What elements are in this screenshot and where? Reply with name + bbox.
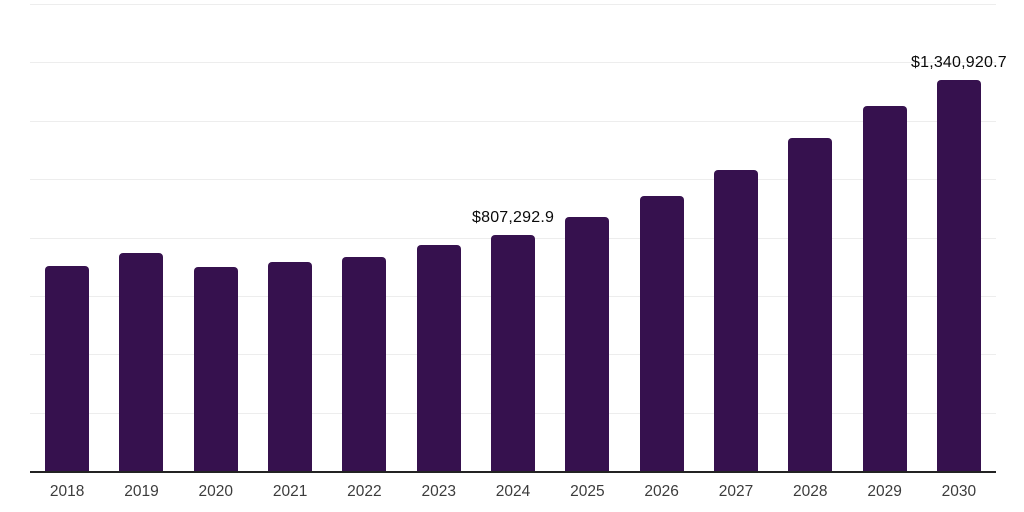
- plot-area: $807,292.9 $1,340,920.7: [30, 4, 1007, 473]
- bar-slot-2028: [773, 4, 847, 471]
- gridline: [30, 62, 996, 64]
- bar-slot-2030: $1,340,920.7: [911, 4, 1007, 471]
- bar-slot-2026: [625, 4, 699, 471]
- bar-slot-2018: [30, 4, 104, 471]
- x-tick-label-2025: 2025: [570, 483, 605, 500]
- x-tick-label-2028: 2028: [793, 483, 828, 500]
- bar-2019[interactable]: [119, 252, 164, 471]
- bar-slot-2025: [550, 4, 624, 471]
- x-tick-label-2019: 2019: [124, 483, 159, 500]
- bar-slot-2024: $807,292.9: [472, 4, 554, 471]
- bar-2022[interactable]: [342, 256, 387, 471]
- bar-2018[interactable]: [45, 265, 90, 471]
- bar-2024[interactable]: [491, 235, 536, 471]
- x-tick-label-2030: 2030: [941, 483, 977, 500]
- data-label-2024: $807,292.9: [471, 209, 555, 227]
- x-tick-label-2022: 2022: [347, 483, 382, 500]
- bar-2026[interactable]: [639, 196, 684, 471]
- gridline: [30, 120, 996, 122]
- x-tick-label-2024: 2024: [495, 483, 531, 500]
- bar-2023[interactable]: [416, 245, 461, 471]
- bar-slot-2020: [179, 4, 253, 471]
- gridline: [30, 4, 996, 5]
- bar-2030[interactable]: [936, 79, 981, 471]
- bar-2020[interactable]: [193, 267, 238, 471]
- bar-2027[interactable]: [713, 170, 758, 471]
- bar-2025[interactable]: [565, 216, 610, 471]
- x-axis-labels: 2018 2019 2020 2021 2022 2023 2024 2025 2026 2027…: [30, 483, 996, 501]
- x-tick-label-2026: 2026: [644, 483, 679, 500]
- bar-slot-2029: [847, 4, 921, 471]
- x-tick-label-2021: 2021: [272, 483, 308, 500]
- bar-slot-2027: [699, 4, 773, 471]
- gridline: [30, 179, 996, 181]
- x-tick-label-2023: 2023: [421, 483, 456, 500]
- bar-2029[interactable]: [862, 106, 907, 471]
- bar-slot-2023: [402, 4, 476, 471]
- x-tick-label-2027: 2027: [718, 483, 754, 500]
- x-tick-label-2018: 2018: [49, 483, 85, 500]
- x-tick-label-2029: 2029: [867, 483, 902, 500]
- bar-2021[interactable]: [268, 262, 313, 471]
- data-label-2030: $1,340,920.7: [910, 53, 1007, 71]
- bar-slot-2019: [104, 4, 178, 471]
- x-tick-label-2020: 2020: [198, 483, 234, 500]
- bar-2028[interactable]: [788, 138, 833, 471]
- bar-slot-2021: [253, 4, 327, 471]
- bars-container: $807,292.9 $1,340,920.7: [30, 4, 1007, 471]
- bar-slot-2022: [327, 4, 401, 471]
